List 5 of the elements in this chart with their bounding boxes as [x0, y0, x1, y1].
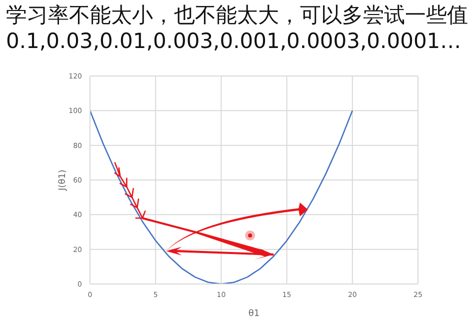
- chart-subtitle: 0.1,0.03,0.01,0.003,0.001,0.0003,0.0001…: [6, 28, 462, 54]
- x-axis-title: θ1: [248, 309, 260, 319]
- line-series: [90, 110, 354, 284]
- chart-title: 学习率不能太小，也不能太大，可以多尝试一些值: [6, 2, 468, 28]
- y-axis-title: J(θ1): [58, 170, 68, 192]
